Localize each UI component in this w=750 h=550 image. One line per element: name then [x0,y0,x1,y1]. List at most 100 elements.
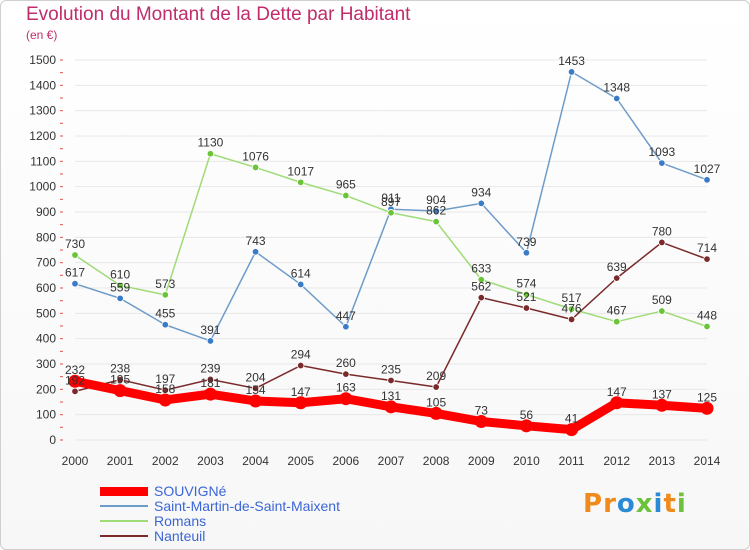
data-label: 904 [426,193,446,207]
data-label: 238 [110,362,130,376]
data-label: 158 [155,382,175,396]
data-point [342,323,350,331]
data-label: 56 [520,408,534,422]
x-tick-label: 2009 [468,454,495,468]
data-point [116,376,124,384]
data-point [522,249,531,257]
data-point [161,291,169,299]
data-point [158,393,172,407]
data-label: 137 [652,387,672,401]
data-label: 204 [246,370,266,384]
data-label: 1017 [287,164,314,178]
data-point [251,384,260,393]
y-tick-label: 1000 [29,180,56,194]
data-label: 911 [381,191,400,205]
data-label: 573 [155,277,175,291]
data-label: 730 [65,237,85,251]
data-label: 232 [65,363,85,377]
x-tick-label: 2012 [603,454,630,468]
data-label: 391 [200,323,220,337]
x-tick-label: 2006 [333,454,360,468]
data-point [613,274,621,282]
data-point [432,217,440,226]
data-label: 147 [291,385,311,399]
data-label: 260 [336,356,356,370]
data-label: 614 [291,266,311,280]
data-point [384,400,398,414]
data-point [477,275,485,284]
logo-letter: i [653,489,664,519]
data-point [522,290,531,299]
data-point [613,317,621,326]
chart-legend: SOUVIGNé Saint-Martin-de-Saint-Maixent Rom… [100,483,400,544]
data-label: 192 [65,373,85,387]
data-label: 934 [471,185,491,199]
data-point [567,305,576,313]
data-label: 714 [697,241,717,255]
data-label: 197 [155,372,175,386]
legend-label: Romans [154,513,207,529]
data-label: 73 [475,404,489,418]
legend-swatch [100,535,148,537]
data-label: 181 [200,376,220,390]
data-point [387,209,395,217]
data-label: 147 [607,385,627,399]
y-tick-label: 500 [36,306,56,320]
data-point [297,178,305,187]
data-point [71,387,79,396]
legend-label: Saint-Martin-de-Saint-Maixent [154,498,340,514]
data-label: 639 [607,260,627,274]
data-point [387,376,395,385]
data-point [658,238,666,247]
data-point [297,361,305,370]
data-label: 617 [65,266,85,280]
data-label: 163 [336,381,356,395]
legend-item: Nanteuil [100,528,400,544]
legend-item: Saint-Martin-de-Saint-Maixent [100,498,400,514]
data-point [71,251,79,259]
data-point [658,159,666,167]
y-tick-label: 1200 [29,129,56,143]
series-line-romans [74,152,708,328]
data-point [342,370,350,378]
legend-swatch [100,520,148,522]
data-point [161,321,169,329]
data-label: 521 [516,290,536,304]
y-tick-label: 1300 [29,104,56,118]
x-tick-label: 2000 [62,454,89,468]
legend-swatch [100,505,148,507]
data-label: 633 [471,262,491,276]
data-point [206,150,215,158]
legend-label: Nanteuil [154,528,206,544]
data-point [251,163,260,172]
data-point [113,384,127,398]
data-point [297,280,305,289]
data-label: 1027 [694,162,721,176]
x-tick-label: 2007 [378,454,405,468]
y-tick-label: 400 [36,332,56,346]
logo-letter: t [663,489,677,519]
y-tick-label: 300 [36,357,56,371]
legend-label: SOUVIGNé [154,483,227,499]
y-tick-label: 0 [49,433,56,447]
data-point [206,375,215,384]
data-point [703,322,711,331]
data-label: 610 [110,267,130,281]
data-point [71,279,79,288]
data-label: 739 [516,235,536,249]
data-label: 562 [471,280,491,294]
data-label: 509 [652,293,672,307]
data-label: 448 [697,309,717,323]
data-point [339,392,353,406]
data-point [206,337,215,345]
y-tick-label: 800 [36,230,56,244]
y-unit-label: (en €) [26,28,58,42]
x-tick-label: 2011 [559,454,585,468]
y-tick-label: 1400 [29,78,56,92]
data-label: 235 [381,362,401,376]
logo-letter: o [616,489,636,519]
data-point [519,419,533,433]
data-label: 294 [291,348,311,362]
data-label: 743 [246,234,266,248]
data-label: 455 [155,307,175,321]
